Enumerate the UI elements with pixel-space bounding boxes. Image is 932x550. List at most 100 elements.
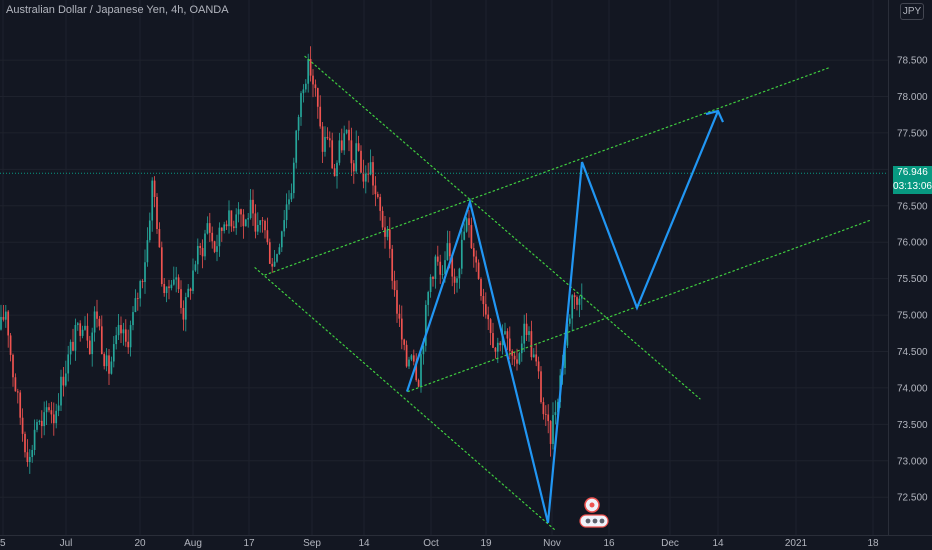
trendline[interactable] bbox=[407, 219, 871, 393]
event-marker-pill-dot[interactable] bbox=[585, 518, 591, 524]
candle-body bbox=[276, 254, 278, 262]
candle-body bbox=[400, 318, 403, 340]
candle bbox=[153, 176, 156, 208]
candle bbox=[21, 408, 24, 442]
candle-body bbox=[456, 278, 458, 283]
candle bbox=[535, 342, 538, 367]
candle bbox=[194, 260, 197, 272]
candle-body bbox=[542, 402, 545, 415]
event-marker-pill-dot[interactable] bbox=[599, 518, 605, 524]
candle-body bbox=[259, 220, 262, 225]
candle bbox=[360, 145, 362, 174]
candle-body bbox=[477, 262, 480, 279]
projection-arrow-head[interactable] bbox=[705, 109, 725, 123]
candle-body bbox=[172, 279, 175, 285]
time-tick-label: Nov bbox=[543, 538, 561, 549]
candle-body bbox=[74, 324, 77, 351]
candle-body bbox=[482, 296, 485, 305]
time-axis[interactable]: 5 Jul 20 Aug 17 Sep 14 Oct 19 Nov 16 Dec 14 2021 18 bbox=[0, 535, 932, 550]
candle bbox=[480, 277, 482, 301]
candle-body bbox=[194, 264, 197, 271]
candle bbox=[280, 230, 283, 252]
candle bbox=[477, 259, 480, 280]
trendline[interactable] bbox=[254, 267, 556, 531]
candle bbox=[117, 314, 120, 340]
candle bbox=[540, 366, 542, 404]
candle bbox=[264, 219, 266, 239]
candle-body bbox=[374, 185, 377, 195]
candle bbox=[170, 279, 173, 291]
candle-body bbox=[314, 84, 317, 89]
candle bbox=[552, 402, 554, 450]
event-marker[interactable] bbox=[584, 497, 600, 513]
candle bbox=[489, 317, 492, 346]
candle bbox=[549, 420, 552, 457]
time-tick-label: 18 bbox=[867, 538, 879, 549]
candle-body bbox=[328, 138, 331, 141]
candle-body bbox=[213, 241, 216, 252]
candle bbox=[16, 388, 19, 404]
trendline-drawings[interactable] bbox=[254, 55, 871, 531]
candle bbox=[103, 352, 106, 370]
candle-body bbox=[520, 343, 523, 354]
candle-body bbox=[321, 126, 324, 152]
candle bbox=[43, 401, 46, 436]
candle bbox=[324, 126, 326, 157]
candle bbox=[328, 131, 331, 148]
candle bbox=[108, 348, 110, 385]
candle bbox=[518, 351, 521, 365]
projection-path[interactable] bbox=[405, 110, 720, 523]
candle-body bbox=[24, 433, 26, 453]
time-tick-label: 5 bbox=[0, 538, 6, 549]
candle bbox=[410, 354, 413, 362]
candle-body bbox=[115, 335, 118, 345]
candle bbox=[201, 239, 204, 269]
candle bbox=[244, 218, 247, 227]
candle-body bbox=[549, 421, 552, 444]
candle bbox=[163, 277, 166, 297]
candle-body bbox=[264, 220, 266, 231]
candle bbox=[62, 367, 65, 397]
candle-body bbox=[170, 284, 173, 289]
event-marker-pill-dot[interactable] bbox=[592, 518, 598, 524]
candle-body bbox=[331, 140, 334, 169]
candle bbox=[182, 300, 185, 331]
event-marker-dot[interactable] bbox=[589, 502, 595, 508]
event-markers[interactable] bbox=[579, 497, 609, 528]
candle-body bbox=[362, 172, 365, 182]
candle-body bbox=[67, 354, 70, 374]
event-marker-group[interactable] bbox=[579, 514, 609, 528]
candle bbox=[24, 431, 26, 458]
candle-body bbox=[415, 361, 418, 381]
currency-badge[interactable]: JPY bbox=[900, 3, 924, 20]
candle bbox=[297, 114, 300, 141]
candle bbox=[307, 53, 310, 93]
time-tick-label: Sep bbox=[303, 538, 321, 549]
time-tick-label: 16 bbox=[603, 538, 615, 549]
candle-body bbox=[453, 276, 456, 283]
candle bbox=[45, 400, 48, 425]
candle bbox=[139, 279, 142, 307]
candle bbox=[50, 401, 53, 424]
candle-body bbox=[360, 150, 362, 173]
candle-body bbox=[266, 230, 269, 243]
candle-body bbox=[271, 263, 274, 267]
candle bbox=[230, 210, 233, 232]
trendline[interactable] bbox=[304, 55, 701, 400]
candle bbox=[141, 279, 144, 289]
trendline[interactable] bbox=[264, 66, 831, 276]
candle-body bbox=[180, 289, 182, 308]
candle-body bbox=[472, 248, 475, 257]
candle bbox=[40, 410, 43, 439]
price-axis[interactable]: 72.500 73.000 73.500 74.000 74.500 75.000 75.5… bbox=[888, 0, 932, 550]
candle bbox=[261, 217, 264, 233]
projection-drawing[interactable] bbox=[405, 109, 725, 523]
candle bbox=[88, 335, 91, 355]
candle-body bbox=[223, 224, 226, 231]
candle-body bbox=[427, 292, 430, 305]
candle-body bbox=[292, 162, 295, 194]
candle bbox=[64, 360, 67, 387]
candle-body bbox=[352, 163, 355, 172]
